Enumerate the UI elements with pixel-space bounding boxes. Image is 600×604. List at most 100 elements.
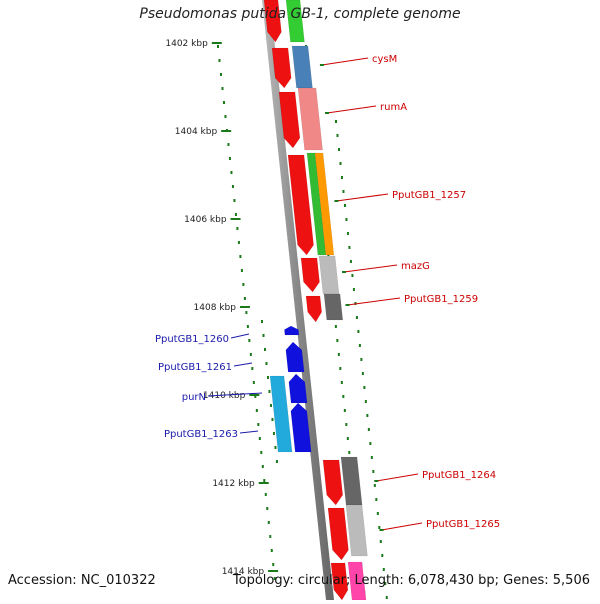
guide-dot bbox=[373, 484, 376, 487]
genome-backbone bbox=[262, 0, 334, 600]
guide-dot bbox=[228, 157, 231, 160]
reverse-gene-0 bbox=[284, 325, 300, 336]
forward-label-leader bbox=[326, 105, 377, 114]
annotation-block-PputGB1_1257 bbox=[314, 152, 335, 256]
forward-gene-7 bbox=[327, 507, 349, 561]
guide-dot bbox=[218, 59, 221, 62]
guide-dot bbox=[363, 386, 366, 389]
guide-dot bbox=[348, 451, 351, 454]
tick-label: 1414 kbp bbox=[222, 567, 265, 577]
guide-dot bbox=[339, 367, 342, 370]
guide-dot bbox=[240, 269, 243, 272]
guide-dot bbox=[355, 316, 358, 319]
guide-dot bbox=[270, 549, 273, 552]
reverse-guide-line bbox=[261, 320, 278, 463]
gene-features bbox=[263, 0, 368, 601]
reverse-label-leader bbox=[233, 362, 253, 367]
guide-dot bbox=[217, 45, 219, 48]
forward-label-dot bbox=[374, 480, 379, 482]
guide-dot bbox=[219, 73, 222, 76]
guide-dot bbox=[224, 115, 227, 118]
guide-dot bbox=[231, 185, 234, 188]
forward-label-leader bbox=[343, 264, 398, 273]
annotation-block-PputGB1_1259 bbox=[323, 293, 344, 321]
guide-dot bbox=[261, 465, 264, 468]
guide-dot bbox=[260, 451, 263, 454]
reverse-label-leader bbox=[239, 430, 259, 434]
tick-label: 1410 kbp bbox=[203, 391, 246, 401]
guide-dot bbox=[367, 428, 370, 431]
guide-dot bbox=[366, 414, 369, 417]
guide-dot bbox=[274, 446, 277, 449]
guide-dot bbox=[349, 260, 352, 263]
guide-dot bbox=[351, 274, 354, 277]
guide-dot bbox=[251, 367, 254, 370]
forward-label-dot bbox=[345, 304, 350, 306]
forward-gene-label: PputGB1_1259 bbox=[404, 294, 478, 305]
forward-gene-0 bbox=[263, 0, 282, 43]
forward-label-dot bbox=[334, 200, 339, 202]
guide-dot bbox=[258, 437, 261, 440]
annotation-block-mazG bbox=[318, 255, 340, 295]
reverse-gene-2 bbox=[288, 373, 308, 404]
reverse-label-leader bbox=[207, 392, 263, 397]
guide-dot bbox=[239, 255, 242, 258]
reverse-gene-label: PputGB1_1261 bbox=[158, 362, 232, 373]
forward-label-dot bbox=[325, 112, 330, 114]
forward-label-leader bbox=[336, 193, 389, 202]
guide-dot bbox=[340, 381, 343, 384]
forward-label-leader bbox=[321, 57, 369, 66]
guide-dot bbox=[267, 521, 270, 524]
guide-dot bbox=[230, 171, 233, 174]
forward-gene-4 bbox=[300, 257, 320, 293]
topology-label: Topology: circular; Length: 6,078,430 bp… bbox=[232, 573, 590, 588]
guide-dot bbox=[263, 479, 266, 482]
guide-dot bbox=[343, 204, 346, 207]
guide-dot bbox=[264, 493, 267, 496]
guide-dot bbox=[385, 596, 388, 599]
reverse-annotation-block bbox=[269, 375, 293, 453]
guide-dot bbox=[234, 213, 237, 216]
guide-dot bbox=[378, 526, 381, 529]
guide-dot bbox=[345, 218, 348, 221]
guide-dot bbox=[257, 423, 260, 426]
forward-gene-5 bbox=[305, 295, 322, 323]
guide-dot bbox=[266, 507, 269, 510]
forward-label-leader bbox=[376, 473, 419, 482]
guide-dot bbox=[337, 353, 340, 356]
guide-dot bbox=[245, 311, 248, 314]
guide-dot bbox=[375, 498, 378, 501]
guide-dot bbox=[379, 540, 382, 543]
guide-dot bbox=[343, 409, 346, 412]
guide-dot bbox=[346, 232, 349, 235]
forward-label-dot bbox=[342, 271, 346, 273]
forward-label-dot bbox=[379, 529, 384, 531]
guide-dot bbox=[233, 199, 236, 202]
guide-dot bbox=[372, 470, 375, 473]
guide-dot bbox=[246, 325, 249, 328]
forward-gene-label: mazG bbox=[401, 261, 430, 272]
backbone-strand bbox=[262, 0, 334, 600]
guide-dot bbox=[268, 390, 271, 393]
guide-dot bbox=[222, 101, 225, 104]
tick-label: 1406 kbp bbox=[184, 215, 227, 225]
guide-dot bbox=[269, 535, 272, 538]
guide-dot bbox=[248, 339, 251, 342]
accession-label: Accession: NC_010322 bbox=[8, 573, 156, 588]
guide-dot bbox=[242, 283, 245, 286]
forward-gene-label: PputGB1_1257 bbox=[392, 190, 466, 201]
guide-dot bbox=[342, 395, 345, 398]
guide-dot bbox=[272, 563, 275, 566]
guide-dot bbox=[237, 241, 240, 244]
guide-dot bbox=[337, 148, 340, 151]
kbp-ticks: 1402 kbp 1404 kbp 1406 kbp 1408 kbp 1410 kbp… bbox=[165, 39, 279, 577]
guide-dot bbox=[236, 227, 239, 230]
guide-dot bbox=[275, 460, 278, 463]
guide-dot bbox=[358, 344, 361, 347]
guide-dot bbox=[227, 143, 230, 146]
guide-dot bbox=[272, 432, 275, 435]
guide-dot bbox=[334, 325, 337, 328]
forward-gene-label: PputGB1_1264 bbox=[422, 470, 496, 481]
